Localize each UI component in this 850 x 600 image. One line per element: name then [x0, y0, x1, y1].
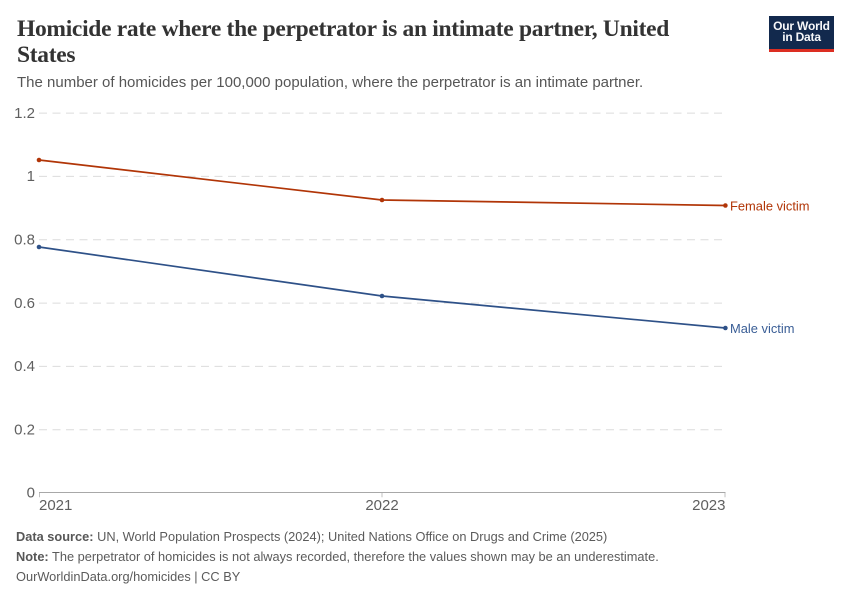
svg-text:0: 0 — [27, 484, 35, 501]
svg-text:1.2: 1.2 — [14, 105, 35, 122]
svg-text:2021: 2021 — [39, 497, 72, 514]
svg-text:2022: 2022 — [365, 497, 398, 514]
svg-text:Female victim: Female victim — [730, 198, 810, 213]
svg-text:0.2: 0.2 — [14, 422, 35, 439]
svg-text:2023: 2023 — [692, 497, 725, 514]
svg-text:1: 1 — [27, 168, 35, 185]
svg-text:0.8: 0.8 — [14, 232, 35, 249]
svg-text:0.4: 0.4 — [14, 358, 35, 375]
svg-text:Male victim: Male victim — [730, 321, 794, 336]
svg-text:0.6: 0.6 — [14, 295, 35, 312]
